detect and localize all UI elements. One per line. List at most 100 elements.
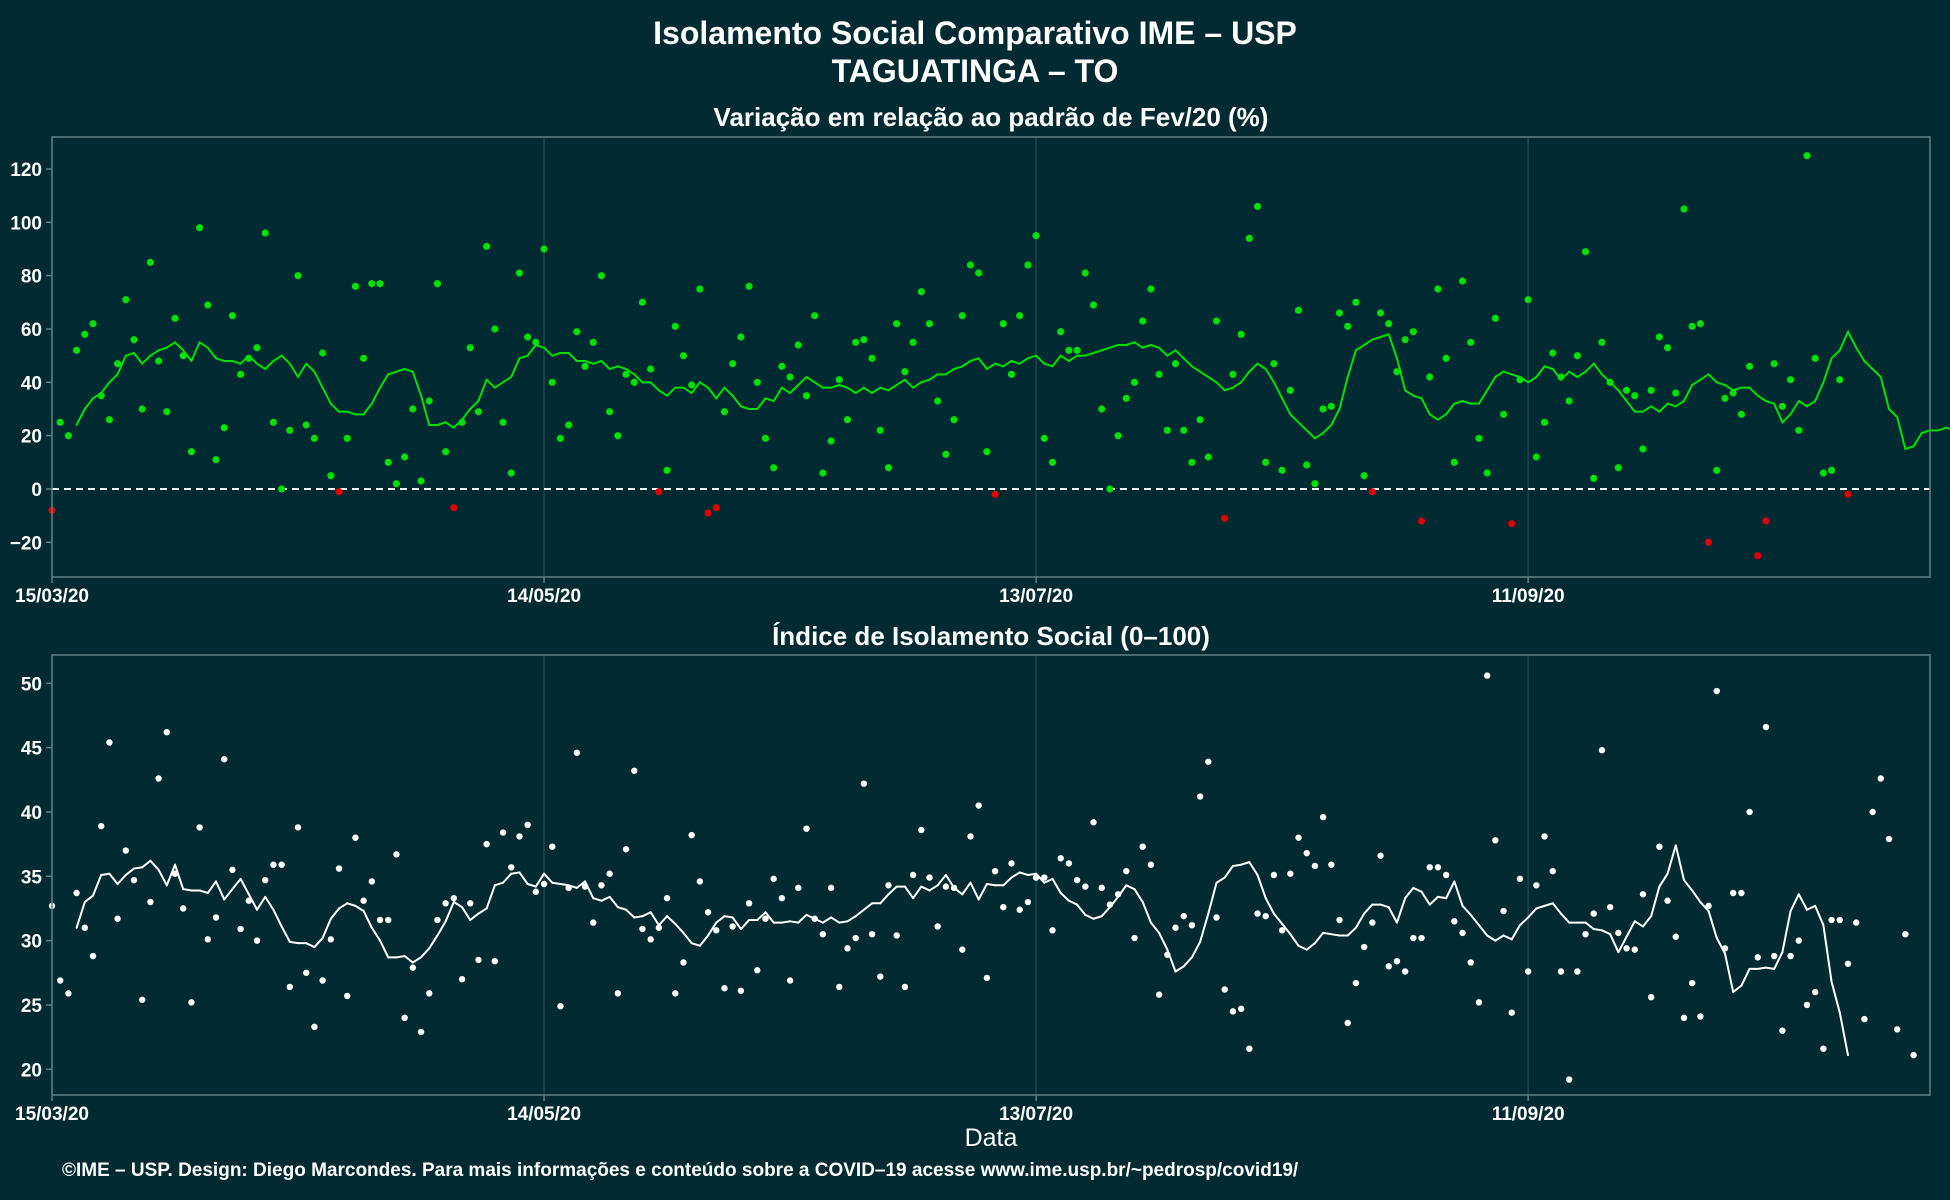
moving-average-segment [698,934,710,947]
moving-average-segment [674,922,685,934]
moving-average-segment [1805,904,1817,911]
data-point [1910,1051,1917,1059]
moving-average-segment [1215,876,1226,884]
data-point [761,434,770,442]
data-point [638,298,647,306]
data-point [1861,1015,1868,1023]
moving-average-segment [1797,893,1808,911]
data-point [540,880,548,888]
data-point [688,831,695,839]
data-point [73,346,81,354]
moving-average-segment [1207,881,1218,915]
moving-average-segment [641,911,652,918]
data-point [1549,349,1557,357]
data-point [1319,813,1327,821]
moving-average-segment [149,349,160,357]
data-point [655,924,663,931]
moving-average-segment [124,352,136,357]
data-point [1803,1001,1811,1009]
moving-average-segment [723,915,734,919]
moving-average-segment [1379,903,1390,909]
moving-average-segment [108,373,119,384]
moving-average-segment [469,912,480,922]
moving-average-segment [1182,357,1193,368]
data-point [286,983,294,991]
moving-average-segment [854,386,865,394]
moving-average-segment [871,386,882,394]
moving-average-segment [485,884,496,910]
moving-average-segment [1035,354,1046,365]
moving-average-segment [477,378,488,402]
data-point [1828,916,1835,924]
y-tick-label: 100 [10,213,42,234]
data-point [549,843,556,850]
data-point [1738,889,1745,897]
moving-average-segment [1108,895,1120,909]
data-point [1147,285,1155,293]
data-point [754,967,761,974]
moving-average-segment [584,360,595,365]
data-point [409,964,417,971]
data-point [556,434,565,442]
variation-panel: Variação em relação ao padrão de Fev/20 … [10,102,1950,607]
moving-average-segment [1174,965,1185,973]
moving-average-segment [1141,344,1152,349]
y-tick-label: 30 [21,932,42,953]
moving-average-segment [108,872,119,886]
data-point [146,258,155,266]
moving-average-segment [1830,349,1841,360]
moving-average-segment [116,354,127,376]
data-point [958,312,966,320]
moving-average-segment [903,378,915,389]
data-point [942,450,950,458]
data-point [786,977,794,984]
moving-average-segment [1494,934,1505,942]
moving-average-segment [157,868,168,887]
data-point [893,320,901,328]
moving-average-segment [1084,352,1095,357]
data-point [327,936,335,943]
data-point [122,847,130,854]
data-point [1122,394,1130,402]
data-point [770,464,778,472]
data-point [1237,1005,1245,1013]
data-point [1565,397,1573,405]
moving-average-segment [551,881,562,886]
data-point [335,488,343,496]
data-point [1098,884,1105,892]
moving-average-segment [1363,903,1374,915]
moving-average-segment [256,895,267,911]
moving-average-segment [1199,370,1210,378]
moving-average-segment [1412,886,1423,893]
moving-average-segment [1723,952,1735,994]
moving-average-segment [1404,886,1415,900]
moving-average-segment [1240,861,1251,866]
moving-average-segment [928,884,939,892]
data-point [1114,432,1122,440]
data-point [532,338,540,346]
data-point [827,437,835,445]
y-tick-label: −20 [10,533,42,554]
moving-average-segment [1650,885,1661,918]
data-point [598,882,605,889]
data-point [188,999,195,1006]
data-point [1155,370,1163,378]
moving-average-segment [1199,912,1210,943]
moving-average-segment [1330,408,1341,426]
data-point [1745,362,1754,370]
moving-average-segment [977,357,988,370]
data-point [1573,352,1581,360]
data-point [1516,875,1524,883]
data-point [516,833,523,840]
moving-average-segment [739,405,751,410]
moving-average-segment [526,344,537,357]
data-point [745,900,753,907]
moving-average-segment [625,908,636,919]
data-point [1253,202,1262,210]
data-point [802,392,811,400]
moving-average-segment [444,421,455,429]
moving-average-segment [1346,926,1357,937]
data-point [1500,907,1507,915]
moving-average-segment [1305,429,1316,440]
